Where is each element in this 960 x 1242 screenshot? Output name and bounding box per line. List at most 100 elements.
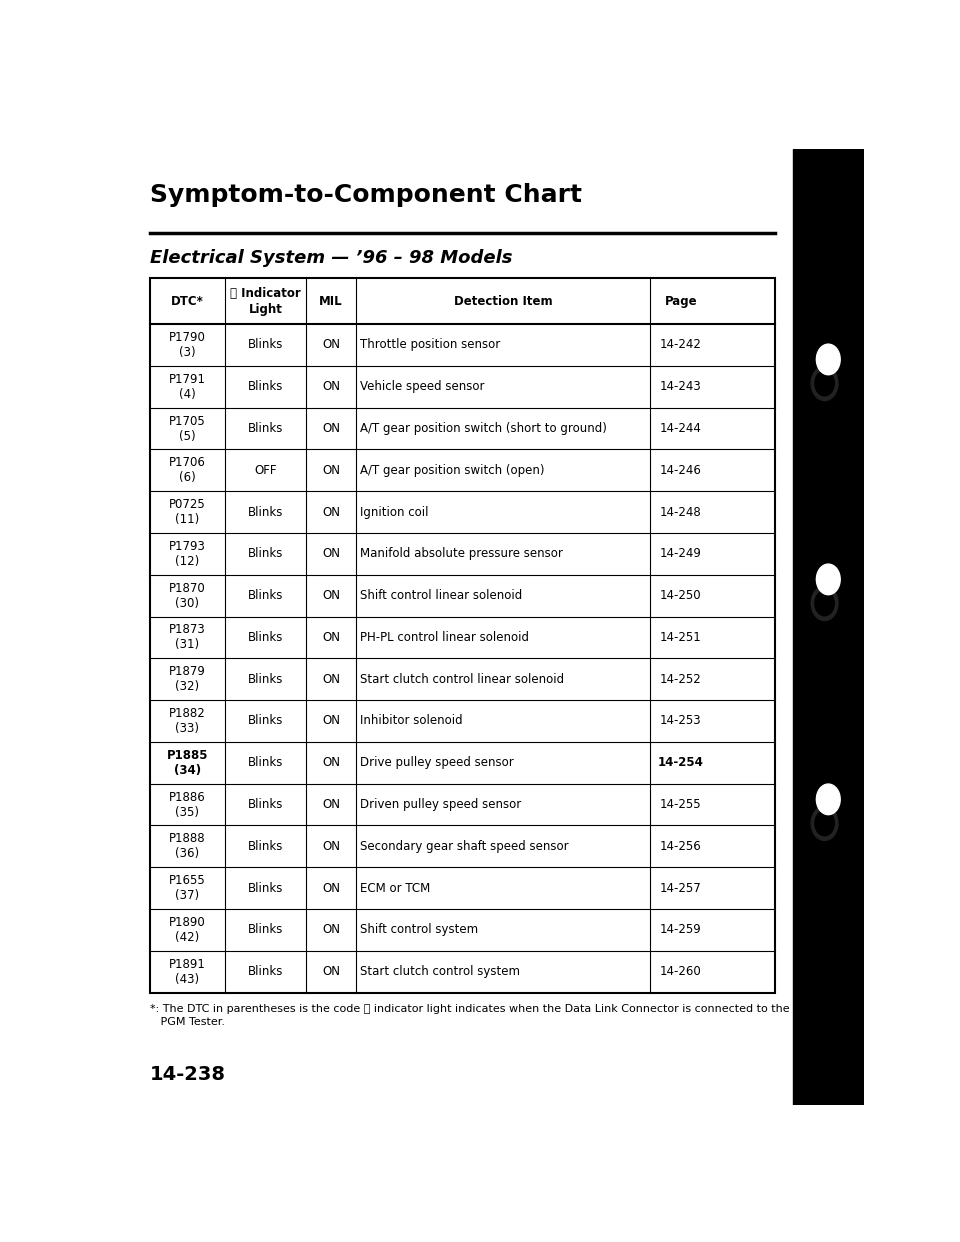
Text: Blinks: Blinks: [248, 756, 283, 769]
Text: 14-260: 14-260: [660, 965, 702, 979]
Text: P1891
(43): P1891 (43): [169, 958, 205, 986]
Text: ON: ON: [322, 714, 340, 728]
Text: 14-248: 14-248: [660, 505, 702, 519]
Text: ON: ON: [322, 756, 340, 769]
Text: Shift control system: Shift control system: [360, 923, 479, 936]
Text: P1790
(3): P1790 (3): [169, 330, 205, 359]
Text: 14-246: 14-246: [660, 463, 702, 477]
Text: Blinks: Blinks: [248, 505, 283, 519]
Text: ON: ON: [322, 380, 340, 394]
Text: Blinks: Blinks: [248, 631, 283, 643]
Text: Blinks: Blinks: [248, 589, 283, 602]
Text: 14-249: 14-249: [660, 548, 702, 560]
Text: ON: ON: [322, 631, 340, 643]
Text: 14-259: 14-259: [660, 923, 702, 936]
Text: ECM or TCM: ECM or TCM: [360, 882, 431, 894]
Text: P1793
(12): P1793 (12): [169, 540, 205, 568]
Text: Blinks: Blinks: [248, 840, 283, 853]
Text: Start clutch control linear solenoid: Start clutch control linear solenoid: [360, 673, 564, 686]
Text: A/T gear position switch (short to ground): A/T gear position switch (short to groun…: [360, 422, 608, 435]
Text: P1791
(4): P1791 (4): [169, 373, 205, 401]
Circle shape: [811, 806, 838, 841]
Text: 14-251: 14-251: [660, 631, 702, 643]
Text: OFF: OFF: [254, 463, 276, 477]
Text: P1882
(33): P1882 (33): [169, 707, 205, 735]
Text: Manifold absolute pressure sensor: Manifold absolute pressure sensor: [360, 548, 564, 560]
Text: P1655
(37): P1655 (37): [169, 874, 205, 902]
Text: Electrical System — ’96 – 98 Models: Electrical System — ’96 – 98 Models: [150, 250, 513, 267]
Text: P1879
(32): P1879 (32): [169, 666, 205, 693]
Circle shape: [816, 784, 840, 815]
Text: P1890
(42): P1890 (42): [169, 915, 205, 944]
Text: 14-254: 14-254: [658, 756, 704, 769]
Text: Ignition coil: Ignition coil: [360, 505, 429, 519]
Text: Blinks: Blinks: [248, 673, 283, 686]
Text: Blinks: Blinks: [248, 965, 283, 979]
Text: Blinks: Blinks: [248, 380, 283, 394]
Text: Symptom-to-Component Chart: Symptom-to-Component Chart: [150, 183, 582, 206]
Text: ON: ON: [322, 799, 340, 811]
Text: 14-252: 14-252: [660, 673, 702, 686]
Circle shape: [811, 586, 838, 621]
Text: A/T gear position switch (open): A/T gear position switch (open): [360, 463, 545, 477]
Text: Drive pulley speed sensor: Drive pulley speed sensor: [360, 756, 515, 769]
Text: ON: ON: [322, 673, 340, 686]
Text: PH-PL control linear solenoid: PH-PL control linear solenoid: [360, 631, 530, 643]
Circle shape: [816, 344, 840, 375]
Bar: [150, 278, 775, 992]
Text: Start clutch control system: Start clutch control system: [360, 965, 520, 979]
Text: ON: ON: [322, 965, 340, 979]
Text: Detection Item: Detection Item: [453, 294, 552, 308]
Text: Blinks: Blinks: [248, 923, 283, 936]
Text: 14-243: 14-243: [660, 380, 702, 394]
Text: Shift control linear solenoid: Shift control linear solenoid: [360, 589, 522, 602]
Circle shape: [815, 591, 834, 616]
Text: P0725
(11): P0725 (11): [169, 498, 205, 527]
Text: Blinks: Blinks: [248, 338, 283, 351]
Text: ON: ON: [322, 840, 340, 853]
Text: *: The DTC in parentheses is the code ⓓ indicator light indicates when the Data : *: The DTC in parentheses is the code ⓓ …: [150, 1004, 829, 1027]
Text: P1870
(30): P1870 (30): [169, 581, 205, 610]
Text: Inhibitor solenoid: Inhibitor solenoid: [360, 714, 463, 728]
Text: P1886
(35): P1886 (35): [169, 790, 205, 818]
Text: MIL: MIL: [319, 294, 343, 308]
Text: Vehicle speed sensor: Vehicle speed sensor: [360, 380, 485, 394]
Text: P1885
(34): P1885 (34): [166, 749, 208, 776]
Text: P1873
(31): P1873 (31): [169, 623, 205, 651]
Bar: [793, 149, 864, 1105]
Text: P1706
(6): P1706 (6): [169, 456, 205, 484]
Text: ON: ON: [322, 548, 340, 560]
Circle shape: [816, 564, 840, 595]
Text: Throttle position sensor: Throttle position sensor: [360, 338, 501, 351]
Text: ON: ON: [322, 463, 340, 477]
Text: Blinks: Blinks: [248, 714, 283, 728]
Text: 14-257: 14-257: [660, 882, 702, 894]
Text: Secondary gear shaft speed sensor: Secondary gear shaft speed sensor: [360, 840, 569, 853]
Text: Blinks: Blinks: [248, 799, 283, 811]
Text: 14-244: 14-244: [660, 422, 702, 435]
Circle shape: [815, 811, 834, 836]
Text: 14-253: 14-253: [660, 714, 702, 728]
Text: 14-238: 14-238: [150, 1066, 226, 1084]
Text: 14-256: 14-256: [660, 840, 702, 853]
Text: Blinks: Blinks: [248, 422, 283, 435]
Text: 14-250: 14-250: [660, 589, 702, 602]
Circle shape: [815, 371, 834, 396]
Text: ON: ON: [322, 505, 340, 519]
Text: ⓓ Indicator
Light: ⓓ Indicator Light: [230, 287, 300, 315]
Text: Driven pulley speed sensor: Driven pulley speed sensor: [360, 799, 521, 811]
Text: ON: ON: [322, 422, 340, 435]
Text: DTC*: DTC*: [171, 294, 204, 308]
Text: ON: ON: [322, 589, 340, 602]
Text: 14-255: 14-255: [660, 799, 702, 811]
Text: Page: Page: [664, 294, 697, 308]
Text: Blinks: Blinks: [248, 882, 283, 894]
Text: P1705
(5): P1705 (5): [169, 415, 205, 442]
Text: ON: ON: [322, 338, 340, 351]
Text: ON: ON: [322, 923, 340, 936]
Circle shape: [811, 366, 838, 401]
Text: Blinks: Blinks: [248, 548, 283, 560]
Text: ON: ON: [322, 882, 340, 894]
Text: P1888
(36): P1888 (36): [169, 832, 205, 861]
Text: 14-242: 14-242: [660, 338, 702, 351]
